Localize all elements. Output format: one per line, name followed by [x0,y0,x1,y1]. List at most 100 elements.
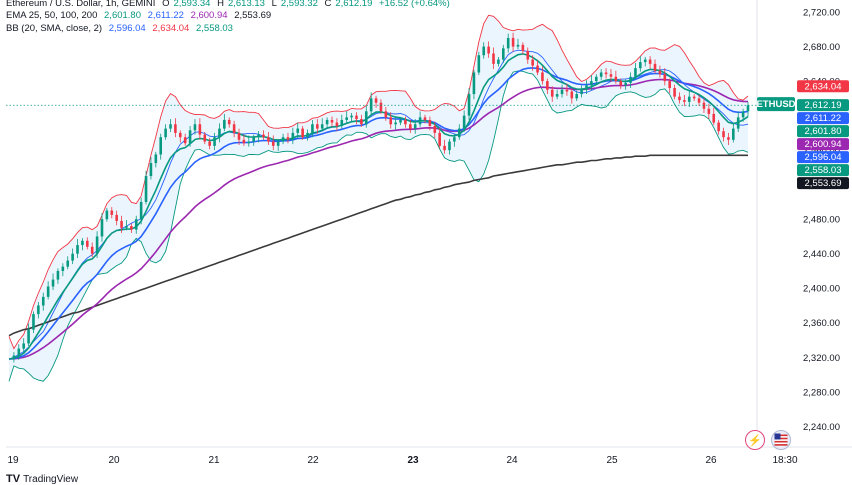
candle-body [624,82,627,86]
candle-body [27,329,30,344]
candle-body [100,219,104,237]
candle-body [316,124,319,129]
candle-body [604,72,608,75]
candle-body [653,63,657,71]
candle-body [46,286,50,297]
candle-body [399,119,402,123]
candle-body [683,100,686,102]
bb-lower-value: 2,558.03 [195,23,233,34]
ema100-value: 2,600.94 [190,10,228,21]
y-tick-label: 2,720.00 [803,8,840,19]
candle-body [320,124,324,129]
ema100-line [8,78,749,360]
candle-body [144,176,148,202]
candle-body [379,102,383,112]
candle-body [732,128,735,140]
bb-upper-line [8,14,749,350]
candle-body [497,59,500,64]
candle-body [223,119,226,129]
symbol-tag: ETHUSD [756,99,795,110]
tradingview-brand[interactable]: TV TradingView [6,473,78,485]
candle-body [565,89,569,92]
candle-body [178,132,182,138]
price-label: 2,558.03 [805,165,842,176]
bb-basis-value: 2,596.04 [108,23,146,34]
candle-body [154,154,158,164]
candle-body [727,137,730,140]
candle-body [702,102,706,109]
candle-body [110,210,114,215]
candle-body [687,96,691,102]
symbol-title: Ethereum / U.S. Dollar, 1h, GEMINI [6,0,156,9]
candle-body [81,240,84,246]
candle-body [487,46,490,54]
price-label-box [797,80,849,93]
candle-body [169,124,172,129]
candle-body [227,119,231,125]
candle-body [590,81,593,86]
y-tick-label: 2,400.00 [803,284,840,295]
candle-body [350,115,353,118]
price-label: 2,596.04 [805,152,842,163]
y-tick-label: 2,280.00 [803,387,840,398]
x-tick-label: 21 [208,455,220,466]
candle-body [90,246,94,254]
candle-body [629,76,632,83]
candle-body [692,96,696,99]
x-tick-label: 22 [307,455,319,466]
chart-icons: ⚡ [745,430,791,450]
candle-body [330,119,334,123]
candle-body [658,70,662,75]
candle-body [51,279,55,287]
ema-legend[interactable]: EMA 25, 50, 100, 200 2,601.80 2,611.22 2… [6,10,275,22]
candle-body [389,117,393,125]
ema-label: EMA 25, 50, 100, 200 [6,10,98,21]
candle-body [360,119,363,125]
candle-body [237,132,241,140]
candle-body [531,59,534,66]
candle-body [428,119,432,126]
candle-body [296,128,300,133]
candle-body [267,137,270,142]
candle-body [56,270,60,280]
price-label: 2,600.94 [805,139,842,150]
candle-body [281,137,285,142]
flag-us-icon[interactable] [771,430,791,450]
candle-body [394,122,397,125]
candle-body [306,132,309,138]
candle-body [550,89,554,97]
ema50-value: 2,611.22 [147,10,184,21]
candle-body [614,76,618,82]
candle-body [203,134,207,142]
price-label: 2,612.19 [805,100,842,111]
ema200-line [8,154,748,337]
candle-body [409,124,412,129]
candle-body [164,128,167,138]
candle-body [374,98,378,103]
x-tick-label: 23 [407,455,419,466]
price-label-box [797,177,849,190]
x-tick-label: 24 [506,455,518,466]
candle-body [541,72,544,82]
price-label-box [797,151,849,164]
bb-label: BB (20, SMA, close, 2) [6,23,103,34]
candle-body [404,119,407,125]
candle-body [580,89,583,95]
candle-body [741,111,745,118]
candle-body [232,124,236,133]
candle-body [12,355,16,359]
candle-body [311,124,314,133]
bb-legend[interactable]: BB (20, SMA, close, 2) 2,596.04 2,634.04… [6,23,237,35]
bb-upper-value: 2,634.04 [152,23,190,34]
price-label-box [797,112,849,125]
candle-body [453,137,456,142]
candle-body [125,226,128,228]
candle-body [585,85,588,90]
candle-body [384,111,388,118]
ohlc-h: H 2,613.13 [217,0,265,9]
lightning-icon[interactable]: ⚡ [745,430,765,450]
price-label: 2,553.69 [805,178,842,189]
candle-body [149,163,153,177]
candle-body [159,137,163,155]
